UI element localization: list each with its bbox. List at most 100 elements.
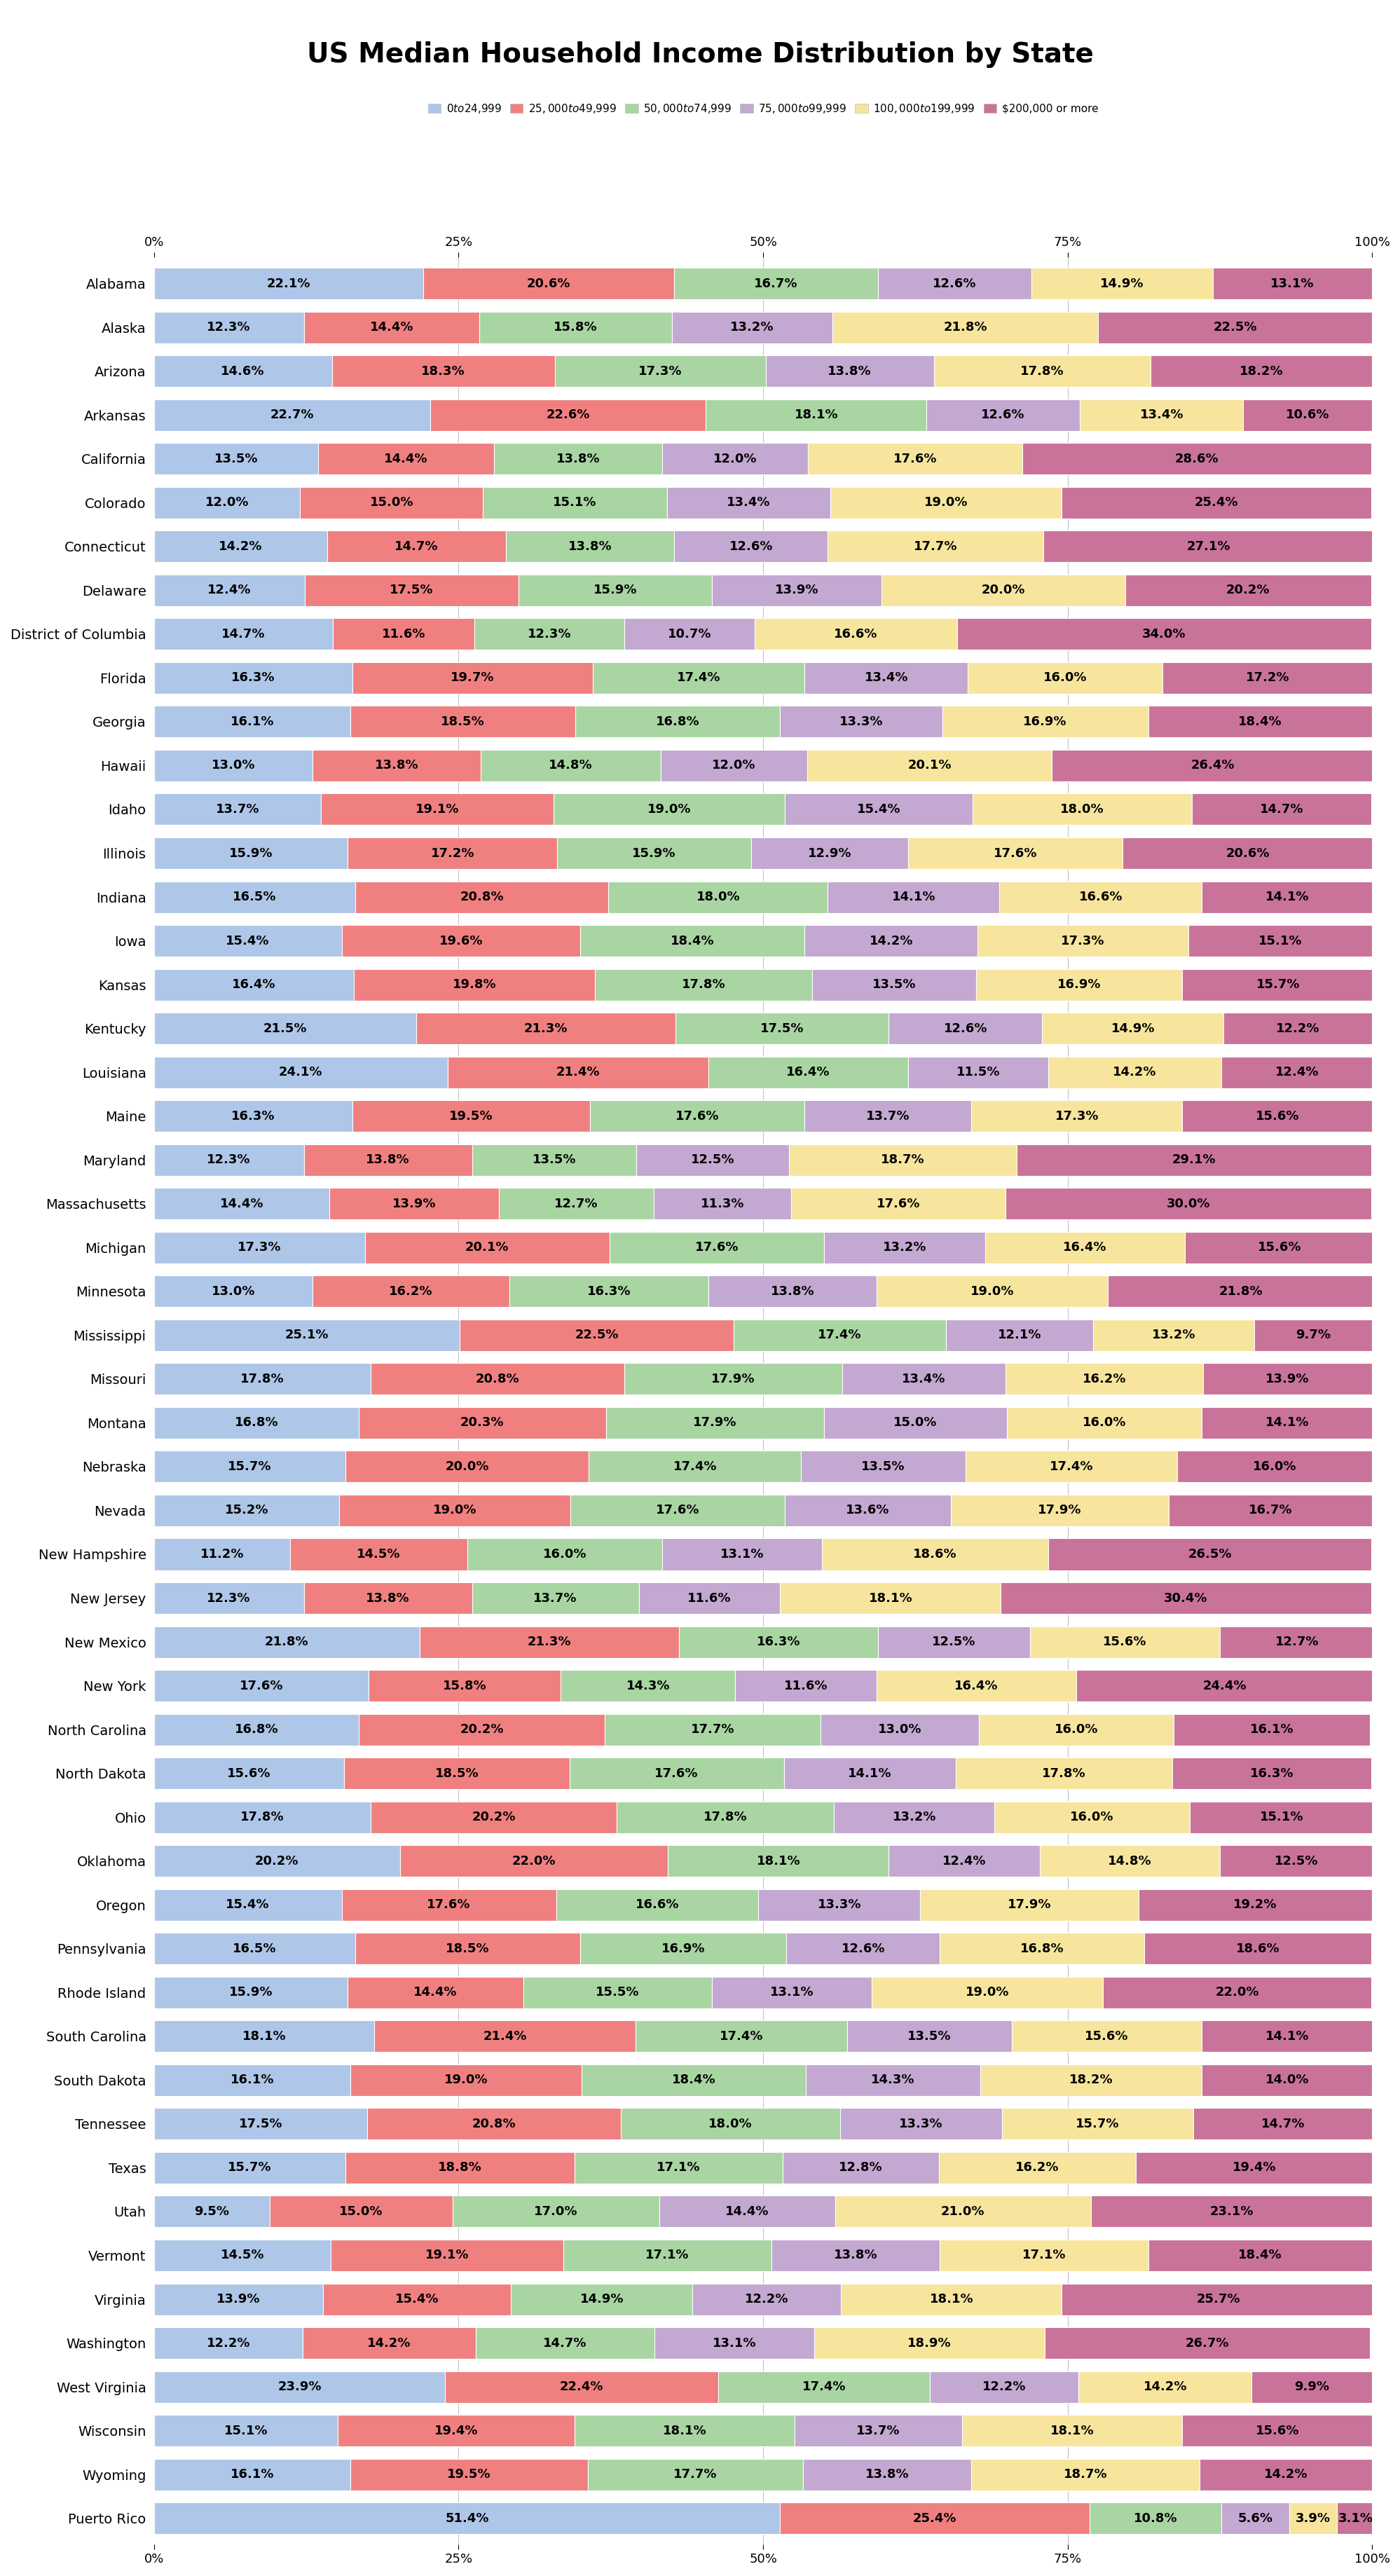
Text: 13.4%: 13.4% <box>727 497 770 510</box>
Bar <box>755 618 956 649</box>
Bar <box>813 2326 1044 2360</box>
Bar <box>511 2282 692 2316</box>
Bar <box>498 1188 654 1218</box>
Text: 14.6%: 14.6% <box>221 366 265 379</box>
Bar <box>554 355 766 386</box>
Bar <box>1201 1406 1373 1437</box>
Bar <box>654 1188 791 1218</box>
Text: 20.6%: 20.6% <box>526 278 570 291</box>
Bar <box>1148 706 1372 737</box>
Text: 17.6%: 17.6% <box>655 1504 700 1517</box>
Bar <box>1182 2414 1372 2447</box>
Bar <box>1221 2501 1289 2535</box>
Text: 16.3%: 16.3% <box>1249 1767 1294 1780</box>
Text: 12.6%: 12.6% <box>981 410 1025 422</box>
Bar <box>708 1056 907 1087</box>
Bar <box>154 1188 329 1218</box>
Text: 16.8%: 16.8% <box>655 716 700 729</box>
Bar <box>692 2282 840 2316</box>
Text: 51.4%: 51.4% <box>445 2512 489 2524</box>
Bar <box>154 1144 304 1175</box>
Text: 13.5%: 13.5% <box>907 2030 951 2043</box>
Text: 26.7%: 26.7% <box>1184 2336 1229 2349</box>
Bar <box>595 969 812 999</box>
Text: 13.8%: 13.8% <box>556 453 599 466</box>
Text: 21.4%: 21.4% <box>483 2030 526 2043</box>
Text: 18.4%: 18.4% <box>671 935 714 948</box>
Bar <box>371 1801 616 1834</box>
Bar <box>662 443 808 474</box>
Bar <box>806 750 1051 781</box>
Text: 22.4%: 22.4% <box>560 2380 603 2393</box>
Text: 14.9%: 14.9% <box>1099 278 1144 291</box>
Bar <box>374 2020 636 2053</box>
Text: 13.0%: 13.0% <box>211 760 255 773</box>
Bar <box>1172 1757 1371 1790</box>
Text: 12.0%: 12.0% <box>713 453 756 466</box>
Text: 13.8%: 13.8% <box>865 2468 909 2481</box>
Text: 24.4%: 24.4% <box>1203 1680 1246 1692</box>
Bar <box>980 2063 1201 2097</box>
Text: 16.2%: 16.2% <box>389 1285 433 1298</box>
Bar <box>154 1275 312 1306</box>
Text: 22.0%: 22.0% <box>512 1855 556 1868</box>
Text: 18.4%: 18.4% <box>1238 2249 1281 2262</box>
Bar <box>1047 1056 1221 1087</box>
Bar <box>608 881 827 912</box>
Bar <box>967 662 1162 693</box>
Bar <box>1044 2326 1369 2360</box>
Text: 18.1%: 18.1% <box>1050 2424 1093 2437</box>
Text: 15.6%: 15.6% <box>1103 1636 1147 1649</box>
Text: 15.5%: 15.5% <box>595 1986 640 1999</box>
Bar <box>574 2151 783 2184</box>
Text: 17.8%: 17.8% <box>1019 366 1064 379</box>
Text: 17.3%: 17.3% <box>638 366 682 379</box>
Text: 14.4%: 14.4% <box>384 453 428 466</box>
Text: 18.1%: 18.1% <box>794 410 837 422</box>
Text: 14.5%: 14.5% <box>220 2249 265 2262</box>
Bar <box>984 1231 1184 1262</box>
Bar <box>563 2239 771 2272</box>
Text: 17.6%: 17.6% <box>239 1680 283 1692</box>
Text: 22.7%: 22.7% <box>270 410 314 422</box>
Text: 21.8%: 21.8% <box>265 1636 308 1649</box>
Text: 16.4%: 16.4% <box>785 1066 830 1079</box>
Text: 21.5%: 21.5% <box>263 1023 307 1036</box>
Text: 21.0%: 21.0% <box>941 2205 984 2218</box>
Bar <box>1039 1844 1219 1878</box>
Bar <box>620 2107 840 2141</box>
Text: 18.1%: 18.1% <box>930 2293 973 2306</box>
Text: 19.4%: 19.4% <box>434 2424 477 2437</box>
Bar <box>344 1450 588 1481</box>
Text: 14.2%: 14.2% <box>1263 2468 1308 2481</box>
Bar <box>154 355 332 386</box>
Text: 14.7%: 14.7% <box>395 541 438 554</box>
Text: 3.1%: 3.1% <box>1337 2512 1373 2524</box>
Text: 18.6%: 18.6% <box>1235 1942 1280 1955</box>
Text: 12.3%: 12.3% <box>207 322 251 335</box>
Bar <box>662 1538 822 1569</box>
Bar <box>780 1582 1000 1615</box>
Bar <box>1243 399 1372 430</box>
Bar <box>1219 1844 1372 1878</box>
Bar <box>780 706 942 737</box>
Text: 17.9%: 17.9% <box>711 1373 755 1386</box>
Text: 12.2%: 12.2% <box>1275 1023 1319 1036</box>
Text: 17.6%: 17.6% <box>675 1110 718 1123</box>
Text: 16.3%: 16.3% <box>587 1285 630 1298</box>
Text: 20.8%: 20.8% <box>472 2117 515 2130</box>
Bar <box>483 487 666 518</box>
Bar <box>1000 1582 1371 1615</box>
Text: 11.6%: 11.6% <box>784 1680 827 1692</box>
Bar <box>801 1450 965 1481</box>
Text: 17.4%: 17.4% <box>672 1461 717 1473</box>
Bar <box>480 750 661 781</box>
Text: 15.2%: 15.2% <box>224 1504 269 1517</box>
Bar <box>518 574 711 605</box>
Bar <box>1061 487 1371 518</box>
Text: 18.8%: 18.8% <box>438 2161 482 2174</box>
Text: 18.2%: 18.2% <box>1068 2074 1112 2087</box>
Text: 17.4%: 17.4% <box>1049 1461 1093 1473</box>
Bar <box>1093 1319 1253 1350</box>
Text: 14.8%: 14.8% <box>549 760 592 773</box>
